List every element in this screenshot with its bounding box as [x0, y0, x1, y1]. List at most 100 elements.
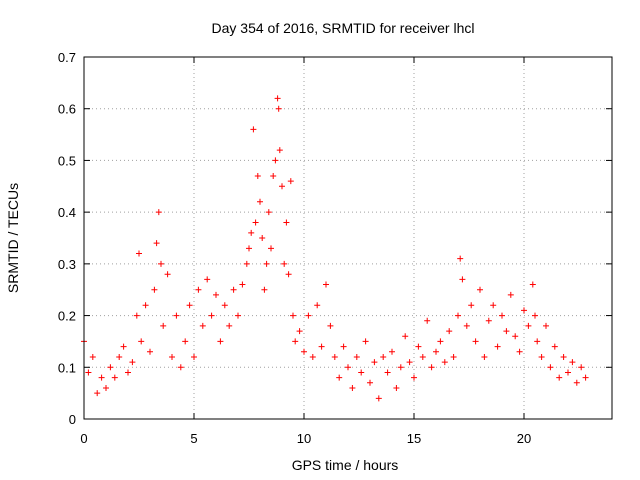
data-point — [246, 245, 252, 252]
data-point — [547, 364, 554, 371]
x-axis-label: GPS time / hours — [292, 457, 399, 473]
data-point — [107, 364, 114, 371]
data-point — [230, 286, 237, 293]
x-tick-label: 10 — [297, 431, 311, 446]
data-point — [457, 255, 464, 262]
data-point — [263, 260, 270, 267]
data-point — [446, 328, 453, 335]
data-point — [250, 126, 257, 133]
data-point — [158, 260, 164, 267]
data-point — [270, 172, 277, 179]
data-point — [384, 369, 391, 376]
data-point — [136, 250, 142, 257]
data-point — [503, 328, 510, 335]
data-point — [290, 312, 296, 319]
data-point — [235, 312, 241, 319]
data-point — [120, 343, 127, 350]
data-point — [512, 333, 519, 340]
data-point — [362, 338, 369, 345]
data-point — [345, 364, 351, 371]
data-point — [516, 348, 523, 355]
data-point — [349, 384, 356, 391]
data-point — [239, 281, 246, 288]
data-point — [254, 172, 261, 179]
data-point — [468, 302, 475, 309]
data-point — [272, 157, 279, 164]
x-tick-label: 5 — [190, 431, 197, 446]
tick-labels: 0 0.1 0.2 0.3 0.4 0.5 0.6 0.7 0 5 10 15 20 — [58, 50, 531, 446]
data-point — [301, 348, 307, 355]
y-tick-label: 0.3 — [58, 257, 76, 272]
data-point — [428, 364, 435, 371]
data-point — [268, 245, 274, 252]
data-point — [543, 322, 549, 329]
data-point — [281, 260, 288, 267]
data-point — [208, 312, 215, 319]
data-point — [259, 235, 266, 241]
data-point — [455, 312, 461, 319]
data-point — [433, 348, 439, 355]
data-point — [292, 338, 299, 345]
data-point — [94, 390, 101, 397]
data-point — [538, 353, 545, 360]
data-point — [573, 379, 580, 386]
data-point — [285, 271, 292, 278]
data-point — [85, 369, 92, 376]
data-point — [463, 322, 470, 329]
data-point — [336, 374, 343, 381]
data-point — [204, 276, 211, 283]
data-point — [274, 95, 281, 102]
data-point — [437, 338, 444, 345]
data-point — [309, 353, 316, 360]
data-point — [153, 240, 160, 247]
data-point — [287, 178, 294, 185]
x-tick-label: 20 — [517, 431, 531, 446]
data-point — [191, 353, 197, 360]
data-point — [472, 338, 479, 345]
y-tick-label: 0.5 — [58, 153, 76, 168]
data-point — [419, 353, 426, 360]
data-point — [529, 281, 536, 288]
y-axis-label: SRMTID / TECUs — [5, 183, 21, 293]
data-point — [569, 359, 576, 366]
data-point — [155, 209, 162, 216]
data-point — [318, 343, 325, 350]
data-point — [340, 343, 347, 350]
data-point — [217, 338, 224, 345]
data-point — [327, 322, 334, 329]
y-tick-label: 0.1 — [58, 360, 76, 375]
x-tick-label: 15 — [407, 431, 421, 446]
y-tick-label: 0.6 — [58, 102, 76, 117]
data-point — [125, 369, 131, 376]
data-point — [507, 291, 514, 298]
data-point — [393, 384, 400, 391]
data-point — [411, 374, 417, 381]
data-point — [323, 281, 329, 288]
data-point — [276, 147, 283, 154]
data-point — [578, 364, 585, 371]
y-tick-label: 0.2 — [58, 309, 76, 324]
data-point — [160, 322, 167, 329]
grid-layer — [84, 57, 612, 419]
plot-frame — [83, 56, 613, 420]
data-point — [147, 348, 153, 355]
data-point — [98, 374, 105, 381]
x-tick-label: 0 — [80, 431, 87, 446]
data-point — [261, 286, 268, 293]
data-point — [477, 286, 483, 293]
data-point — [358, 369, 365, 376]
data-point — [424, 317, 431, 324]
data-point — [296, 328, 303, 335]
data-point — [532, 312, 538, 319]
data-point — [525, 322, 532, 329]
data-point — [195, 286, 202, 293]
chart-title: Day 354 of 2016, SRMTID for receiver lhc… — [212, 20, 475, 36]
data-point — [490, 302, 497, 309]
data-point — [213, 291, 219, 298]
data-point — [397, 364, 404, 371]
data-point — [243, 260, 250, 267]
data-point — [186, 302, 193, 309]
data-point — [103, 384, 109, 391]
data-point — [459, 276, 466, 283]
